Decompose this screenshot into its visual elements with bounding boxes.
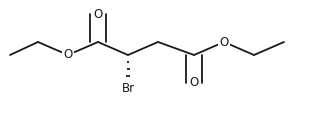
Text: O: O <box>220 36 228 48</box>
Text: O: O <box>63 48 73 61</box>
Text: O: O <box>93 8 103 21</box>
Text: O: O <box>189 76 199 89</box>
Text: Br: Br <box>121 82 135 95</box>
